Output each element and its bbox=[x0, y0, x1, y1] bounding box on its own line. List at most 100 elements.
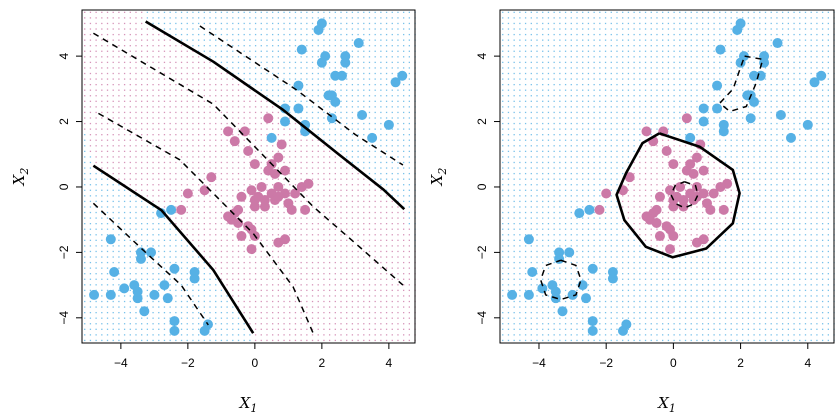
grid-dot bbox=[123, 167, 126, 169]
grid-dot bbox=[385, 200, 388, 203]
grid-dot bbox=[118, 39, 120, 41]
grid-dot bbox=[391, 306, 393, 308]
grid-dot bbox=[502, 161, 504, 164]
grid-dot bbox=[599, 111, 601, 114]
grid-dot bbox=[197, 139, 200, 141]
grid-dot bbox=[513, 200, 515, 203]
grid-dot bbox=[135, 161, 137, 164]
grid-dot bbox=[507, 228, 510, 230]
grid-dot bbox=[610, 317, 612, 319]
grid-dot bbox=[129, 22, 131, 25]
grid-dot bbox=[610, 106, 612, 108]
grid-dot bbox=[547, 306, 550, 308]
grid-dot bbox=[536, 89, 538, 91]
grid-dot bbox=[599, 139, 601, 141]
grid-dot bbox=[141, 189, 143, 191]
grid-dot bbox=[340, 100, 342, 102]
grid-dot bbox=[192, 139, 194, 141]
grid-dot bbox=[542, 117, 544, 119]
grid-dot bbox=[587, 250, 590, 253]
grid-dot bbox=[84, 239, 86, 241]
grid-dot bbox=[559, 239, 561, 241]
grid-dot bbox=[226, 284, 228, 286]
grid-dot bbox=[553, 45, 555, 47]
grid-dot bbox=[226, 139, 228, 141]
grid-dot bbox=[524, 267, 527, 269]
grid-dot bbox=[380, 328, 382, 330]
grid-dot bbox=[232, 228, 234, 230]
grid-dot bbox=[101, 267, 103, 269]
grid-dot bbox=[542, 306, 544, 308]
grid-dot bbox=[311, 172, 314, 175]
grid-dot bbox=[106, 39, 109, 41]
grid-dot bbox=[622, 289, 624, 292]
grid-dot bbox=[220, 289, 223, 292]
grid-dot bbox=[249, 61, 251, 64]
grid-dot bbox=[576, 273, 578, 275]
grid-dot bbox=[123, 334, 126, 336]
grid-dot bbox=[351, 145, 354, 147]
grid-dot bbox=[197, 22, 200, 25]
grid-dot bbox=[220, 56, 223, 58]
grid-dot bbox=[374, 261, 376, 264]
grid-dot bbox=[357, 317, 359, 319]
grid-dot bbox=[129, 317, 131, 319]
grid-dot bbox=[141, 323, 143, 325]
grid-dot bbox=[249, 311, 251, 314]
grid-dot bbox=[599, 156, 601, 158]
grid-dot bbox=[328, 50, 331, 52]
grid-dot bbox=[391, 300, 393, 303]
grid-dot bbox=[89, 223, 92, 225]
grid-dot bbox=[141, 106, 143, 108]
grid-dot bbox=[542, 189, 544, 191]
grid-dot bbox=[226, 250, 228, 253]
grid-dot bbox=[180, 189, 183, 191]
grid-dot bbox=[209, 273, 211, 275]
grid-dot bbox=[118, 323, 120, 325]
grid-dot bbox=[357, 250, 359, 253]
grid-dot bbox=[158, 189, 160, 191]
grid-dot bbox=[220, 145, 223, 147]
grid-dot bbox=[237, 67, 240, 69]
pink-point bbox=[249, 159, 260, 170]
grid-dot bbox=[368, 211, 371, 214]
grid-dot bbox=[203, 67, 205, 69]
grid-dot bbox=[237, 300, 240, 303]
grid-dot bbox=[559, 100, 561, 102]
grid-dot bbox=[254, 295, 257, 297]
grid-dot bbox=[311, 339, 314, 342]
grid-dot bbox=[95, 245, 97, 247]
grid-dot bbox=[524, 161, 527, 164]
grid-dot bbox=[106, 167, 109, 169]
grid-dot bbox=[610, 200, 612, 203]
grid-dot bbox=[283, 206, 285, 208]
grid-dot bbox=[408, 117, 411, 119]
grid-dot bbox=[232, 206, 234, 208]
grid-dot bbox=[340, 167, 342, 169]
grid-dot bbox=[220, 178, 223, 180]
grid-dot bbox=[328, 78, 331, 80]
grid-dot bbox=[507, 289, 510, 292]
grid-dot bbox=[570, 50, 572, 52]
grid-dot bbox=[593, 150, 595, 153]
grid-dot bbox=[622, 134, 624, 136]
grid-dot bbox=[403, 323, 405, 325]
grid-dot bbox=[192, 78, 194, 80]
grid-dot bbox=[582, 234, 584, 236]
grid-dot bbox=[599, 328, 601, 330]
grid-dot bbox=[118, 284, 120, 286]
grid-dot bbox=[243, 156, 245, 158]
grid-dot bbox=[346, 239, 348, 241]
grid-dot bbox=[604, 278, 607, 280]
grid-dot bbox=[385, 228, 388, 230]
grid-dot bbox=[616, 45, 618, 47]
grid-dot bbox=[146, 95, 149, 97]
grid-dot bbox=[385, 334, 388, 336]
grid-dot bbox=[135, 17, 137, 19]
grid-dot bbox=[289, 139, 291, 141]
grid-dot bbox=[118, 289, 120, 292]
grid-dot bbox=[220, 184, 223, 186]
grid-dot bbox=[226, 56, 228, 58]
grid-dot bbox=[346, 217, 348, 219]
grid-dot bbox=[95, 150, 97, 153]
